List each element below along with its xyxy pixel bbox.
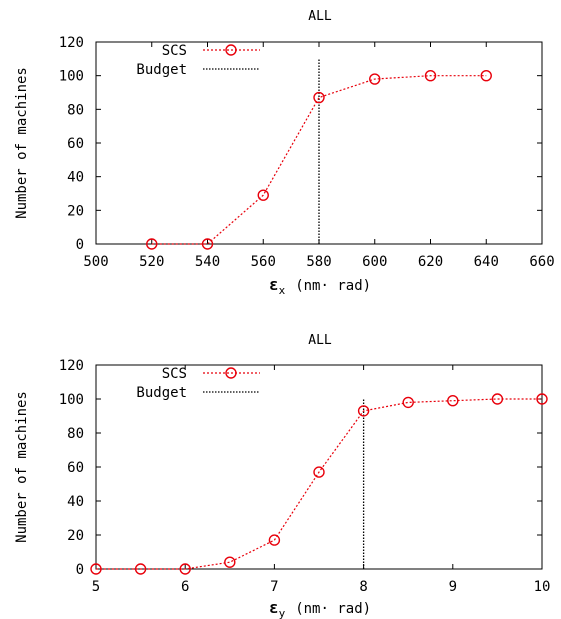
chart-emittance-y: ALL Number of machines εy (nm· rad) 0 20 40… (14, 333, 550, 619)
data-point-scs (369, 73, 381, 85)
x-tick-label: 6 (181, 579, 189, 595)
x-tick-label: 600 (362, 254, 387, 270)
y-tick-label: 120 (59, 35, 84, 51)
data-point-scs (201, 238, 214, 250)
y-tick-label: 80 (67, 102, 84, 118)
x-axis-label: εx (nm· rad) (269, 275, 371, 297)
y-axis-label: Number of machines (14, 67, 30, 219)
series-line-scs (151, 75, 487, 245)
x-axis-subscript: x (279, 284, 286, 297)
chart-title: ALL (308, 333, 332, 348)
chart-emittance-x: ALL Number of machines εx (nm· rad) 0 20 40… (14, 9, 555, 297)
data-point-scs (268, 534, 281, 546)
data-point-scs (357, 405, 370, 417)
data-point-scs (480, 69, 492, 82)
y-tick-label: 80 (67, 426, 84, 442)
y-tick-label: 60 (67, 136, 84, 152)
y-tick-label: 100 (59, 392, 84, 408)
y-tick-label: 60 (67, 460, 84, 476)
y-tick-label: 0 (76, 237, 84, 253)
legend-label-budget: Budget (136, 385, 187, 401)
x-axis-unit: (nm· rad) (295, 278, 371, 294)
x-tick-label: 500 (83, 254, 108, 270)
y-tick-label: 100 (59, 69, 84, 85)
data-point-scs (313, 466, 325, 478)
y-tick-label: 40 (67, 494, 84, 510)
y-axis-label: Number of machines (14, 391, 30, 543)
x-tick-label: 7 (270, 579, 278, 595)
data-point-scs (224, 556, 236, 568)
data-point-scs (257, 189, 269, 201)
data-point-scs (536, 393, 548, 405)
x-tick-label: 620 (418, 254, 443, 270)
y-tick-label: 40 (67, 170, 84, 186)
data-point-scs (134, 563, 147, 575)
x-tick-label: 560 (251, 254, 276, 270)
x-tick-label: 8 (359, 579, 367, 595)
data-point-scs (424, 69, 437, 82)
legend-label-scs: SCS (162, 366, 187, 382)
x-tick-label: 520 (139, 254, 164, 270)
series-line-scs (96, 398, 542, 570)
x-tick-label: 10 (534, 579, 551, 595)
y-tick-label: 20 (67, 203, 84, 219)
x-tick-label: 540 (195, 254, 220, 270)
data-point-scs (146, 238, 158, 250)
x-tick-label: 5 (92, 579, 100, 595)
data-point-scs (447, 395, 459, 407)
x-tick-label: 660 (529, 254, 554, 270)
y-tick-label: 0 (76, 562, 84, 578)
y-tick-label: 120 (59, 358, 84, 374)
data-point-scs (313, 91, 325, 104)
legend-label-scs: SCS (162, 43, 187, 59)
y-tick-label: 20 (67, 528, 84, 544)
chart-title: ALL (308, 9, 332, 24)
x-axis-unit: (nm· rad) (295, 601, 371, 617)
x-axis-symbol: ε (269, 275, 279, 294)
data-point-scs (90, 563, 102, 575)
x-axis-symbol: ε (269, 598, 279, 617)
legend-label-budget: Budget (136, 62, 187, 78)
x-tick-label: 640 (474, 254, 499, 270)
legend-marker-scs (225, 367, 237, 379)
x-axis-subscript: y (279, 607, 286, 619)
legend-marker-scs (225, 44, 237, 56)
data-point-scs (491, 393, 504, 405)
x-tick-label: 9 (449, 579, 457, 595)
x-axis-label: εy (nm· rad) (269, 598, 371, 619)
x-tick-label: 580 (306, 254, 331, 270)
data-point-scs (179, 563, 191, 575)
data-point-scs (402, 396, 414, 409)
